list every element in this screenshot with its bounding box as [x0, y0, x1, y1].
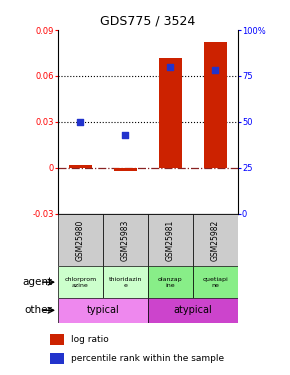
- Bar: [58, 266, 103, 298]
- Point: [123, 132, 128, 138]
- Bar: [103, 214, 148, 266]
- Title: GDS775 / 3524: GDS775 / 3524: [100, 15, 195, 27]
- Bar: [159, 58, 182, 168]
- Bar: [58, 214, 103, 266]
- Text: thioridazin
e: thioridazin e: [109, 277, 142, 288]
- Text: quetiapi
ne: quetiapi ne: [202, 277, 228, 288]
- Bar: [193, 214, 238, 266]
- Bar: [50, 334, 64, 345]
- Text: other: other: [24, 305, 52, 315]
- Point: [213, 68, 218, 74]
- Text: agent: agent: [22, 277, 52, 287]
- Bar: [103, 266, 148, 298]
- Text: GSM25983: GSM25983: [121, 219, 130, 261]
- Bar: [148, 266, 193, 298]
- Bar: [69, 165, 92, 168]
- Bar: [58, 298, 148, 322]
- Text: atypical: atypical: [173, 305, 212, 315]
- Bar: [148, 298, 238, 322]
- Text: typical: typical: [87, 305, 119, 315]
- Point: [78, 119, 83, 125]
- Bar: [50, 352, 64, 364]
- Text: GSM25982: GSM25982: [211, 219, 220, 261]
- Bar: [193, 266, 238, 298]
- Text: GSM25980: GSM25980: [76, 219, 85, 261]
- Bar: [114, 168, 137, 171]
- Text: log ratio: log ratio: [71, 335, 108, 344]
- Text: chlorprom
azine: chlorprom azine: [64, 277, 97, 288]
- Text: olanzap
ine: olanzap ine: [158, 277, 183, 288]
- Point: [168, 64, 173, 70]
- Bar: [204, 42, 226, 168]
- Bar: [148, 214, 193, 266]
- Text: percentile rank within the sample: percentile rank within the sample: [71, 354, 224, 363]
- Text: GSM25981: GSM25981: [166, 219, 175, 261]
